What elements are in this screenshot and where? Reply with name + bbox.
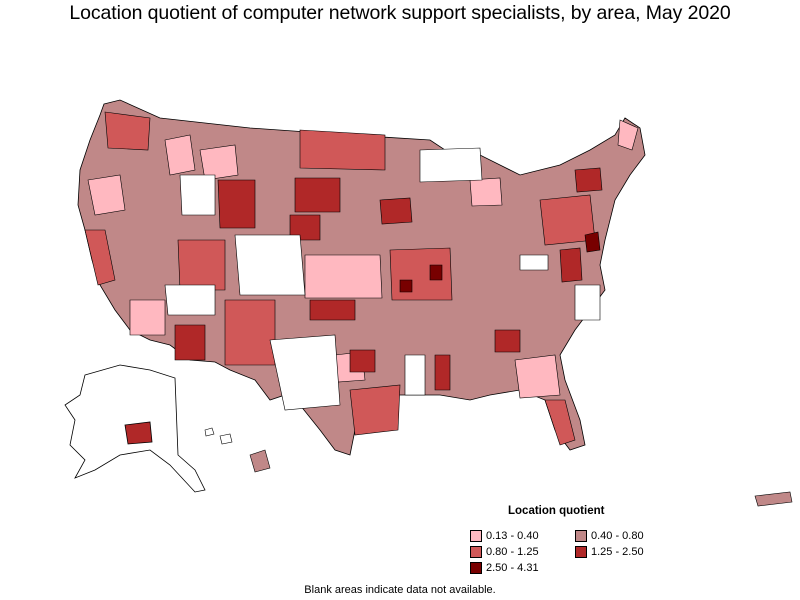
region-mid-north-dakota xyxy=(299,129,386,171)
legend-item-0: 0.13 - 0.40 xyxy=(470,530,539,543)
region-mid-colorado-west xyxy=(177,239,226,291)
region-mid-new-mexico xyxy=(224,299,276,366)
region-darkest-illinois xyxy=(429,264,443,281)
legend-label-2: 0.80 - 1.25 xyxy=(486,546,539,559)
hawaii-island-3 xyxy=(249,449,271,473)
legend-swatch-1 xyxy=(575,530,587,543)
region-blank-great-lakes xyxy=(419,147,483,183)
region-pale-kansas xyxy=(304,254,383,299)
region-dark-alabama xyxy=(434,354,451,391)
puerto-rico xyxy=(754,491,793,507)
region-dark-arkansas xyxy=(349,349,376,373)
region-blank-texas xyxy=(269,334,341,411)
region-dark-new-york xyxy=(574,167,603,193)
region-dark-iowa xyxy=(379,197,413,225)
region-mid-texas-east xyxy=(349,384,401,436)
region-fills xyxy=(84,111,639,446)
legend-item-3: 1.25 - 2.50 xyxy=(575,546,644,559)
legend-item-1: 0.40 - 0.80 xyxy=(575,530,644,543)
region-pale-oregon xyxy=(87,174,126,216)
legend-item-2: 0.80 - 1.25 xyxy=(470,546,539,559)
region-darkest-missouri xyxy=(399,279,413,293)
region-pale-montana xyxy=(199,144,239,181)
region-pale-southeast xyxy=(514,354,561,399)
alaska xyxy=(64,364,206,493)
region-mid-washington xyxy=(104,111,151,151)
legend-label-1: 0.40 - 0.80 xyxy=(591,530,644,543)
region-blank-nevada-utah xyxy=(164,284,216,316)
region-blank-kentucky xyxy=(519,254,549,271)
region-dark-virginia xyxy=(559,247,583,283)
region-dark-oklahoma xyxy=(309,299,356,321)
region-dark-wyoming xyxy=(217,179,256,229)
region-darkest-maryland xyxy=(584,231,601,253)
puerto-rico-outline xyxy=(754,491,793,507)
region-mid-midwest xyxy=(389,247,453,301)
region-pale-maine xyxy=(617,119,639,151)
region-dark-georgia xyxy=(494,329,521,353)
region-dark-arizona-south xyxy=(174,324,206,361)
region-dark-alaska xyxy=(124,421,153,445)
legend-swatch-0 xyxy=(470,530,482,543)
region-blank-carolina xyxy=(574,284,601,321)
legend-label-3: 1.25 - 2.50 xyxy=(591,546,644,559)
region-pale-idaho xyxy=(164,134,196,176)
region-dark-nebraska xyxy=(289,214,321,241)
footnote: Blank areas indicate data not available. xyxy=(304,584,496,596)
region-mid-florida xyxy=(544,399,576,446)
legend-swatch-2 xyxy=(470,546,482,559)
legend-swatch-4 xyxy=(470,562,482,575)
region-blank-idaho-montana xyxy=(179,174,216,216)
legend-swatch-3 xyxy=(575,546,587,559)
region-pale-michigan xyxy=(469,177,503,207)
region-mid-california xyxy=(84,229,116,286)
legend-label-0: 0.13 - 0.40 xyxy=(486,530,539,543)
legend-item-4: 2.50 - 4.31 xyxy=(470,562,539,575)
region-blank-mississippi xyxy=(404,354,426,396)
legend-title: Location quotient xyxy=(508,505,605,517)
region-dark-south-dakota xyxy=(294,177,341,213)
hawaii xyxy=(204,427,271,473)
hawaii-island-2 xyxy=(219,433,233,445)
region-blank-colorado xyxy=(234,234,306,296)
legend-label-4: 2.50 - 4.31 xyxy=(486,562,539,575)
region-pale-arizona xyxy=(129,299,166,336)
hawaii-island-1 xyxy=(204,427,215,437)
map-title: Location quotient of computer network su… xyxy=(69,2,731,24)
